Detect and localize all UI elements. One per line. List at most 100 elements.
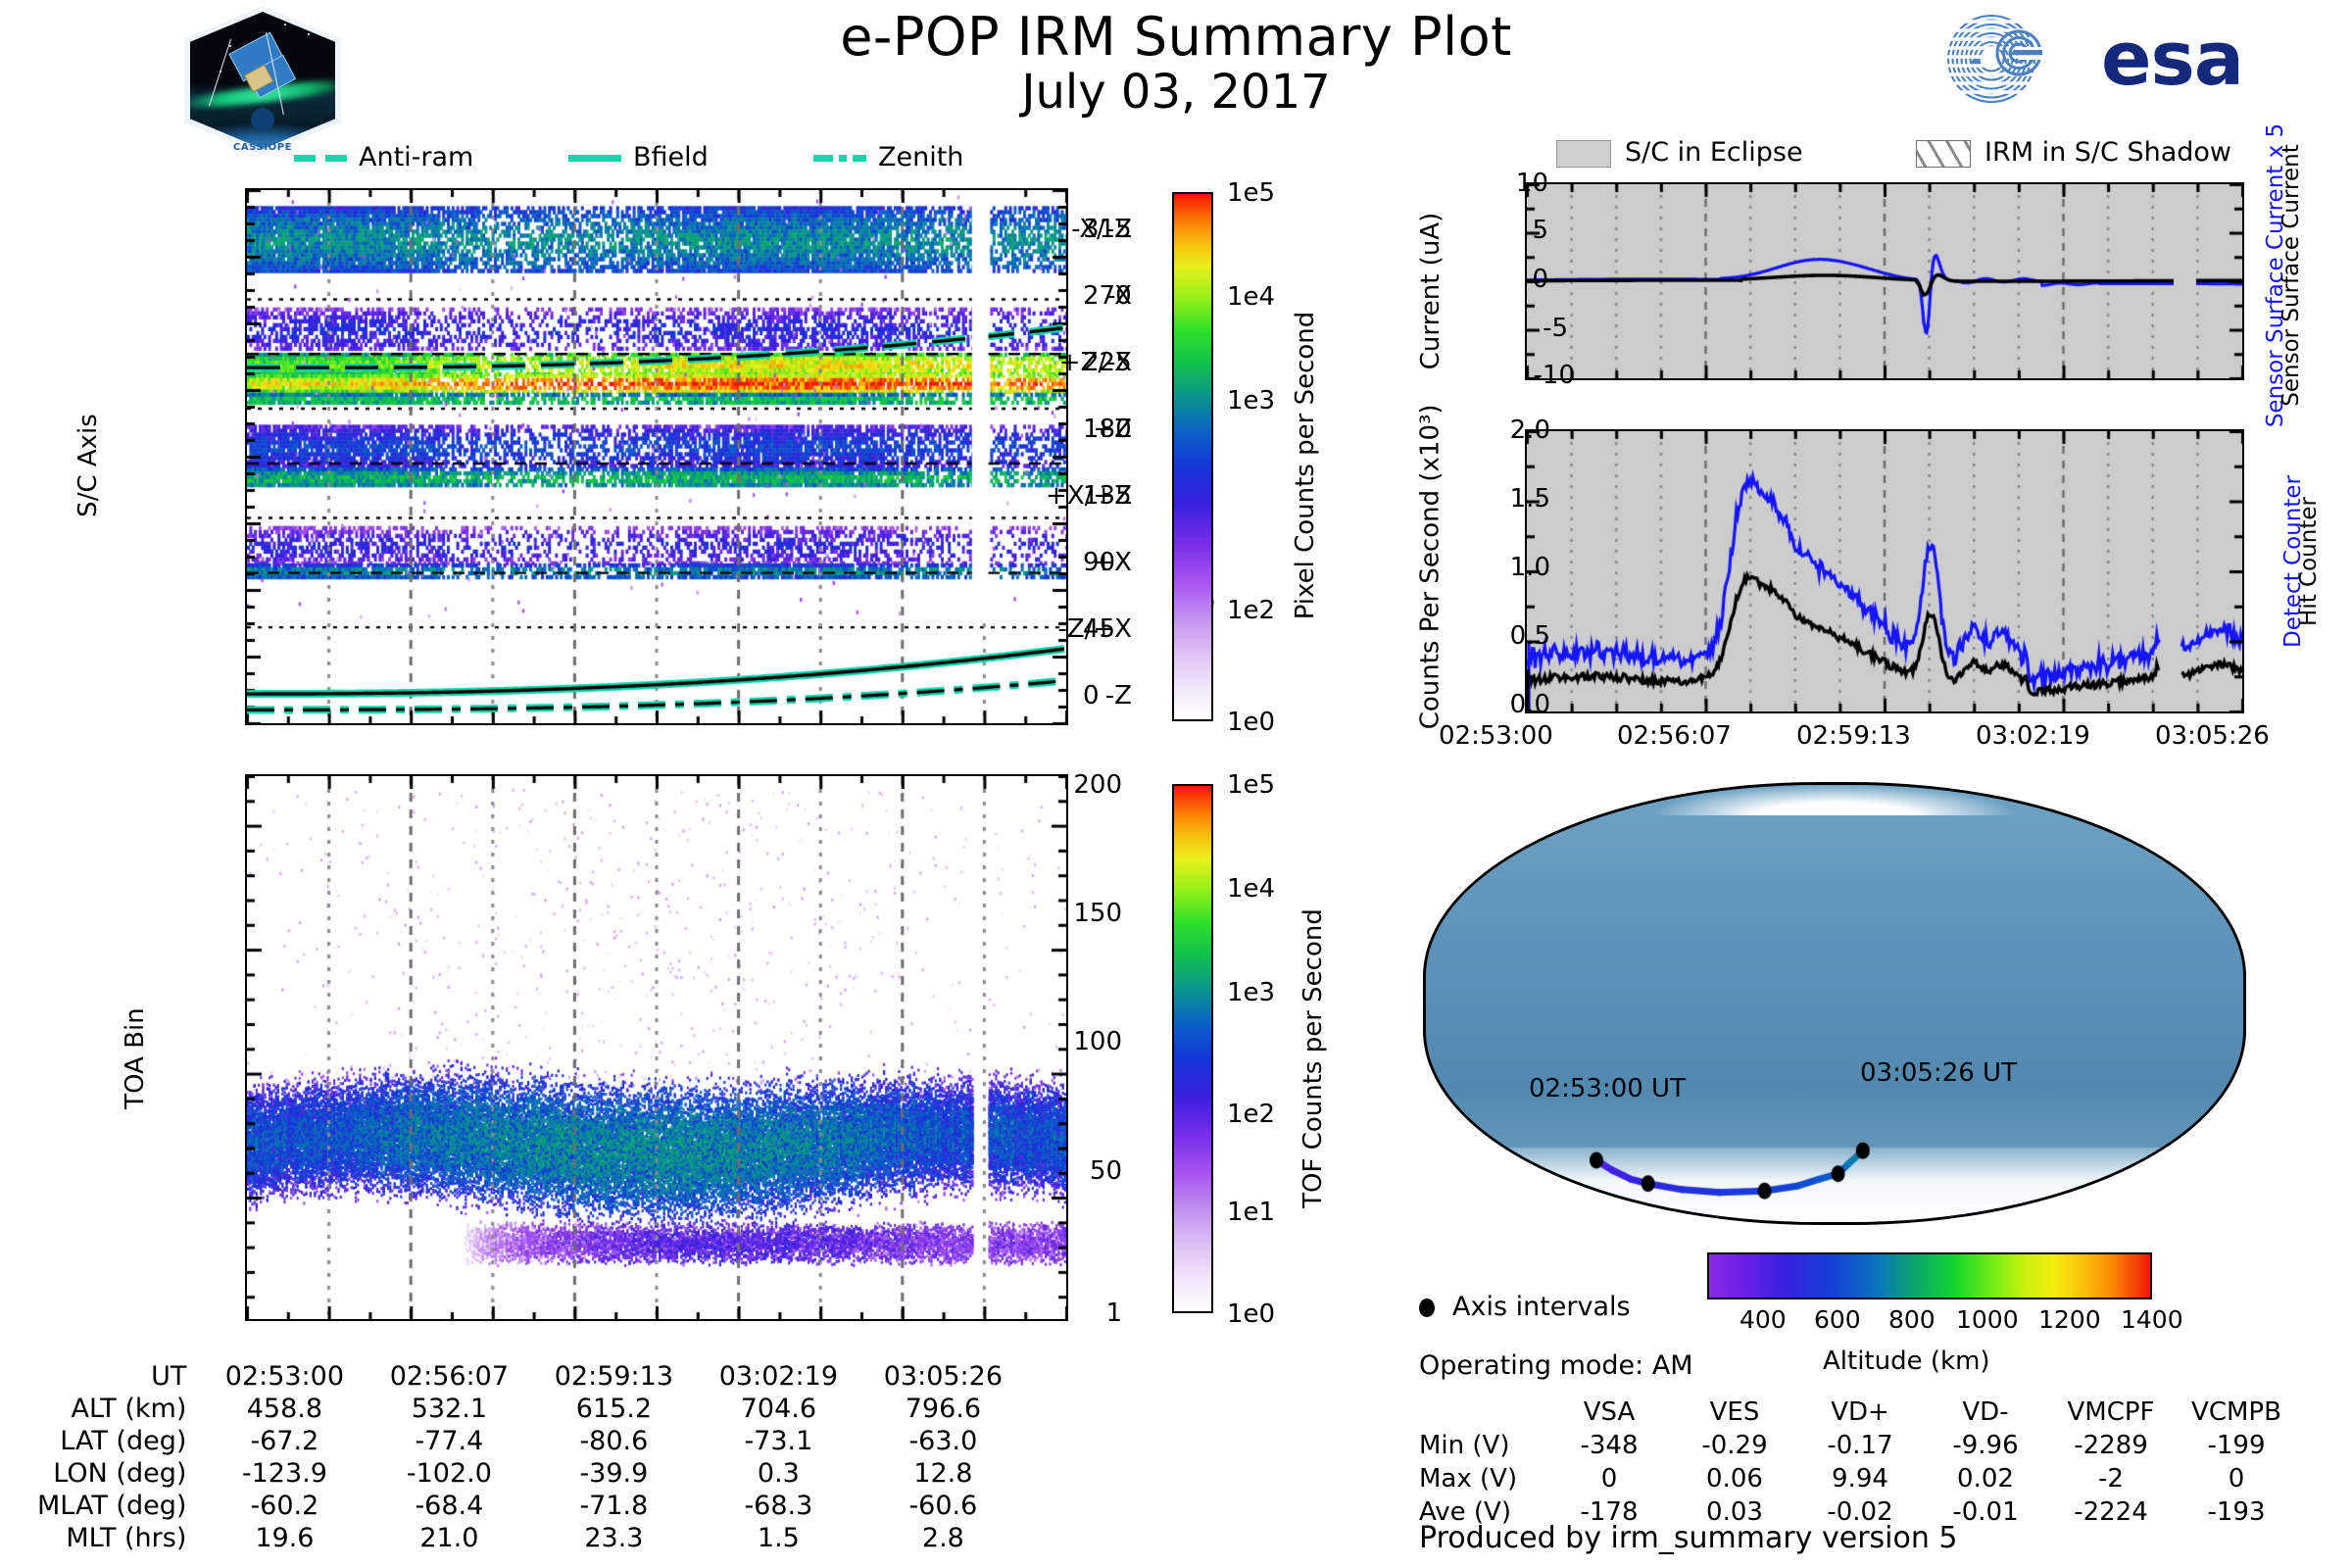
counts-ytick-15: 1.5 (1509, 484, 1550, 514)
table-row: Ave (V) -178 0.03 -0.02 -0.01 -2224 -193 (1419, 1495, 2299, 1529)
min-vsa: -348 (1580, 1431, 1639, 1460)
angle-spectrogram-plot[interactable] (245, 188, 1068, 725)
legend-label-zenith: Zenith (878, 142, 964, 172)
legend-sc-eclipse: S/C in Eclipse (1556, 137, 1803, 168)
current-ytick-m5: -5 (1543, 314, 1568, 343)
mlt-4: 2.8 (921, 1523, 964, 1553)
toa-y-axis-label: TOA Bin (121, 1007, 150, 1109)
lat-3: -73.1 (744, 1426, 813, 1456)
spec-ytick-left-7: -Z (1104, 681, 1132, 710)
axis-interval-dot-icon (1419, 1298, 1435, 1317)
max-vcmpb: 0 (2228, 1464, 2245, 1494)
ave-ves: 0.03 (1706, 1497, 1763, 1527)
mlt-0: 19.6 (255, 1523, 315, 1553)
spectrogram-y-axis-label: S/C Axis (74, 414, 103, 517)
max-vdp: 9.94 (1832, 1464, 1888, 1494)
tof-counts-colorbar-label: TOF Counts per Second (1298, 908, 1328, 1208)
cbarB-tick-1e5: 1e5 (1227, 770, 1276, 800)
cbarB-tick-1e1: 1e1 (1227, 1198, 1276, 1227)
legend-bfield: Bfield (568, 142, 709, 172)
mlt-3: 1.5 (757, 1523, 800, 1553)
row-label-lat: LAT (deg) (60, 1426, 187, 1456)
mlt-1: 21.0 (419, 1523, 479, 1553)
ave-vcmpb: -193 (2207, 1497, 2266, 1527)
alt-0: 458.8 (246, 1394, 323, 1424)
table-row: ALT (km) 458.8 532.1 615.2 704.6 796.6 (37, 1393, 1025, 1425)
row-label-ave: Ave (V) (1419, 1497, 1511, 1527)
esa-logo-icon: esa (1936, 8, 2299, 110)
lat-4: -63.0 (908, 1426, 978, 1456)
row-label-lon: LON (deg) (53, 1458, 187, 1489)
legend-label-shadow: IRM in S/C Shadow (1984, 137, 2232, 168)
mlat-2: -71.8 (579, 1491, 649, 1521)
cbarA-tick-1e2: 1e2 (1227, 596, 1276, 625)
mlat-3: -68.3 (744, 1491, 813, 1521)
ephemeris-table: UT 02:53:00 02:56:07 02:59:13 03:02:19 0… (37, 1360, 1025, 1554)
map-start-label: 02:53:00 UT (1529, 1074, 1686, 1103)
alt-4: 796.6 (905, 1394, 982, 1424)
counts-plot[interactable] (1525, 429, 2244, 713)
col-header-vmcpf: VMCPF (2067, 1397, 2155, 1427)
toa-ytick-100: 100 (1073, 1027, 1122, 1056)
counts-ytick-2: 2.0 (1509, 416, 1550, 445)
pixel-counts-colorbar-label: Pixel Counts per Second (1291, 311, 1320, 620)
ut-3: 03:02:19 (718, 1361, 838, 1392)
table-row: Max (V) 0 0.06 9.94 0.02 -2 0 (1419, 1462, 2299, 1495)
row-label-alt: ALT (km) (71, 1394, 187, 1424)
current-plot[interactable] (1525, 182, 2244, 380)
legend-label-bfield: Bfield (633, 142, 709, 172)
toa-ytick-1: 1 (1105, 1298, 1122, 1328)
ut-2: 02:59:13 (554, 1361, 673, 1392)
anti-ram-line-icon (294, 155, 347, 162)
min-ves: -0.29 (1701, 1431, 1768, 1460)
lon-3: 0.3 (757, 1458, 800, 1489)
operating-mode-label: Operating mode: AM (1419, 1350, 1693, 1381)
mlat-0: -60.2 (250, 1491, 319, 1521)
orbit-world-map[interactable]: 02:53:00 UT 03:05:26 UT (1423, 782, 2246, 1225)
altitude-colorbar-label: Altitude (km) (1823, 1347, 1990, 1376)
col-header-vdp: VD+ (1831, 1397, 1889, 1427)
row-label-mlat: MLAT (deg) (37, 1491, 187, 1521)
table-row: Min (V) -348 -0.29 -0.17 -9.96 -2289 -19… (1419, 1429, 2299, 1462)
lat-2: -80.6 (579, 1426, 649, 1456)
tof-counts-colorbar (1172, 784, 1213, 1313)
col-header-vcmpb: VCMPB (2191, 1397, 2281, 1427)
max-vdm: 0.02 (1957, 1464, 2014, 1494)
col-header-vsa: VSA (1583, 1397, 1636, 1427)
lon-2: -39.9 (579, 1458, 649, 1489)
toa-ytick-50: 50 (1089, 1156, 1122, 1186)
spec-ytick-left-2: +Z/-X (1058, 348, 1132, 377)
map-end-label: 03:05:26 UT (1860, 1058, 2017, 1088)
min-vdp: -0.17 (1827, 1431, 1893, 1460)
alt-tick-1200: 1200 (2038, 1305, 2101, 1334)
toa-bin-spectrogram-plot[interactable] (245, 774, 1068, 1321)
spec-ytick-right-5: 90 (1083, 548, 1116, 577)
alt-1: 532.1 (411, 1394, 488, 1424)
cbarA-tick-1e0: 1e0 (1227, 708, 1276, 737)
spec-ytick-right-0: 315 (1083, 215, 1132, 244)
alt-2: 615.2 (575, 1394, 653, 1424)
row-label-ut: UT (151, 1361, 187, 1392)
cbarB-tick-1e3: 1e3 (1227, 978, 1276, 1007)
bfield-line-icon (568, 155, 621, 162)
col-header-ves: VES (1709, 1397, 1760, 1427)
row-label-max: Max (V) (1419, 1464, 1518, 1494)
lat-0: -67.2 (250, 1426, 319, 1456)
lon-0: -123.9 (241, 1458, 327, 1489)
row-label-mlt: MLT (hrs) (66, 1523, 187, 1553)
shadow-hatch-icon (1916, 139, 1971, 168)
table-row: MLT (hrs) 19.6 21.0 23.3 1.5 2.8 (37, 1522, 1025, 1554)
counts-ytick-0: 0.0 (1509, 690, 1550, 719)
spec-ytick-left-1: -X (1106, 281, 1132, 311)
counts-xtick-3: 03:02:19 (1976, 721, 2090, 751)
current-ytick-5: 5 (1532, 216, 1548, 245)
counts-xtick-2: 02:59:13 (1796, 721, 1911, 751)
cassiope-mission-patch-icon: CASSIOPE (184, 6, 341, 155)
alt-tick-600: 600 (1814, 1305, 1861, 1334)
current-right-label-black: Sensor Surface Current (2278, 144, 2304, 407)
alt-3: 704.6 (740, 1394, 817, 1424)
footer-produced-by: Produced by irm_summary version 5 (1419, 1521, 1958, 1555)
counts-ytick-05: 0.5 (1509, 621, 1550, 651)
cbarB-tick-1e0: 1e0 (1227, 1299, 1276, 1329)
ut-0: 02:53:00 (224, 1361, 344, 1392)
